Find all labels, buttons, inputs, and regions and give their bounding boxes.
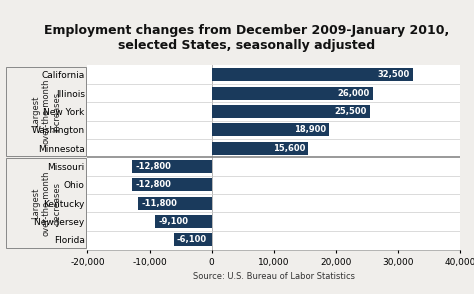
Bar: [211, 68, 413, 81]
Text: -6,100: -6,100: [177, 235, 207, 244]
Bar: [211, 105, 370, 118]
Text: Largest
over-the-month
increases: Largest over-the-month increases: [31, 79, 61, 144]
Bar: [155, 215, 211, 228]
Bar: [174, 233, 211, 246]
Text: -11,800: -11,800: [141, 199, 177, 208]
Text: 26,000: 26,000: [337, 88, 370, 98]
Text: 15,600: 15,600: [273, 144, 305, 153]
Text: 18,900: 18,900: [293, 125, 326, 134]
Text: 32,500: 32,500: [378, 70, 410, 79]
Text: -12,800: -12,800: [135, 180, 171, 189]
X-axis label: Source: U.S. Bureau of Labor Statistics: Source: U.S. Bureau of Labor Statistics: [192, 272, 355, 281]
Text: -9,100: -9,100: [158, 217, 188, 226]
Bar: [211, 86, 373, 100]
Text: Largest
over-the-month
decreases: Largest over-the-month decreases: [31, 171, 61, 236]
Bar: [211, 123, 329, 136]
Bar: [132, 178, 211, 191]
Text: 25,500: 25,500: [334, 107, 367, 116]
Bar: [211, 141, 309, 155]
Bar: [6, 66, 86, 156]
Text: Employment changes from December 2009-January 2010,
selected States, seasonally : Employment changes from December 2009-Ja…: [44, 24, 449, 51]
Bar: [138, 196, 211, 210]
Bar: [132, 160, 211, 173]
Text: -12,800: -12,800: [135, 162, 171, 171]
Bar: [6, 158, 86, 248]
